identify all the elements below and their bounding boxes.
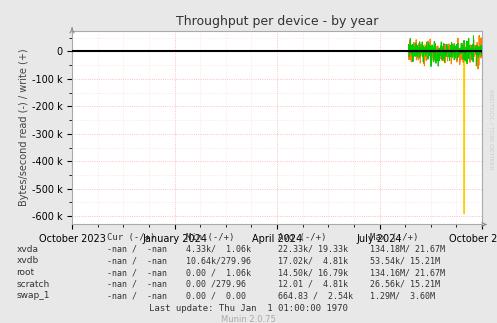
Text: 17.02k/  4.81k: 17.02k/ 4.81k — [278, 256, 348, 266]
Text: Avg (-/+): Avg (-/+) — [278, 233, 327, 242]
Text: 0.00 /279.96: 0.00 /279.96 — [186, 280, 247, 289]
Text: xvdb: xvdb — [16, 256, 39, 266]
Text: 53.54k/ 15.21M: 53.54k/ 15.21M — [370, 256, 440, 266]
Text: 134.18M/ 21.67M: 134.18M/ 21.67M — [370, 245, 445, 254]
Text: -nan /  -nan: -nan / -nan — [107, 245, 167, 254]
Text: 26.56k/ 15.21M: 26.56k/ 15.21M — [370, 280, 440, 289]
Text: 0.00 /  0.00: 0.00 / 0.00 — [186, 291, 247, 300]
Text: Last update: Thu Jan  1 01:00:00 1970: Last update: Thu Jan 1 01:00:00 1970 — [149, 304, 348, 313]
Text: 0.00 /  1.06k: 0.00 / 1.06k — [186, 268, 251, 277]
Text: 14.50k/ 16.79k: 14.50k/ 16.79k — [278, 268, 348, 277]
Title: Throughput per device - by year: Throughput per device - by year — [176, 15, 378, 28]
Text: 134.16M/ 21.67M: 134.16M/ 21.67M — [370, 268, 445, 277]
Text: Max (-/+): Max (-/+) — [370, 233, 418, 242]
Text: Min (-/+): Min (-/+) — [186, 233, 235, 242]
Text: 1.29M/  3.60M: 1.29M/ 3.60M — [370, 291, 435, 300]
Y-axis label: Bytes/second read (-) / write (+): Bytes/second read (-) / write (+) — [19, 49, 29, 206]
Text: 22.33k/ 19.33k: 22.33k/ 19.33k — [278, 245, 348, 254]
Text: 12.01 /  4.81k: 12.01 / 4.81k — [278, 280, 348, 289]
Text: Munin 2.0.75: Munin 2.0.75 — [221, 315, 276, 323]
Text: RRDTOOL / TOBI OETIKER: RRDTOOL / TOBI OETIKER — [489, 89, 494, 170]
Text: -nan /  -nan: -nan / -nan — [107, 256, 167, 266]
Text: 664.83 /  2.54k: 664.83 / 2.54k — [278, 291, 353, 300]
Text: 10.64k/279.96: 10.64k/279.96 — [186, 256, 251, 266]
Text: 4.33k/  1.06k: 4.33k/ 1.06k — [186, 245, 251, 254]
Text: Cur (-/+): Cur (-/+) — [107, 233, 155, 242]
Text: -nan /  -nan: -nan / -nan — [107, 268, 167, 277]
Text: swap_1: swap_1 — [16, 291, 50, 300]
Text: scratch: scratch — [16, 280, 50, 289]
Text: root: root — [16, 268, 34, 277]
Text: xvda: xvda — [16, 245, 38, 254]
Text: -nan /  -nan: -nan / -nan — [107, 280, 167, 289]
Text: -nan /  -nan: -nan / -nan — [107, 291, 167, 300]
